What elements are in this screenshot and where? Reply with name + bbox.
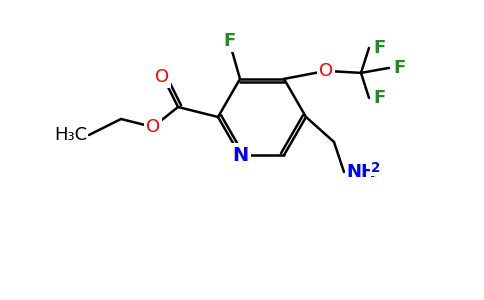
Text: H: H [74,126,87,144]
Text: F: F [393,59,405,77]
Text: F: F [373,89,385,107]
Text: 2: 2 [371,161,380,175]
Text: O: O [146,118,160,136]
Text: O: O [319,62,333,80]
Text: H₃C: H₃C [54,126,87,144]
Text: O: O [155,68,169,86]
Text: NH: NH [346,163,376,181]
Text: N: N [232,146,248,165]
Text: F: F [224,32,236,50]
Text: F: F [373,39,385,57]
